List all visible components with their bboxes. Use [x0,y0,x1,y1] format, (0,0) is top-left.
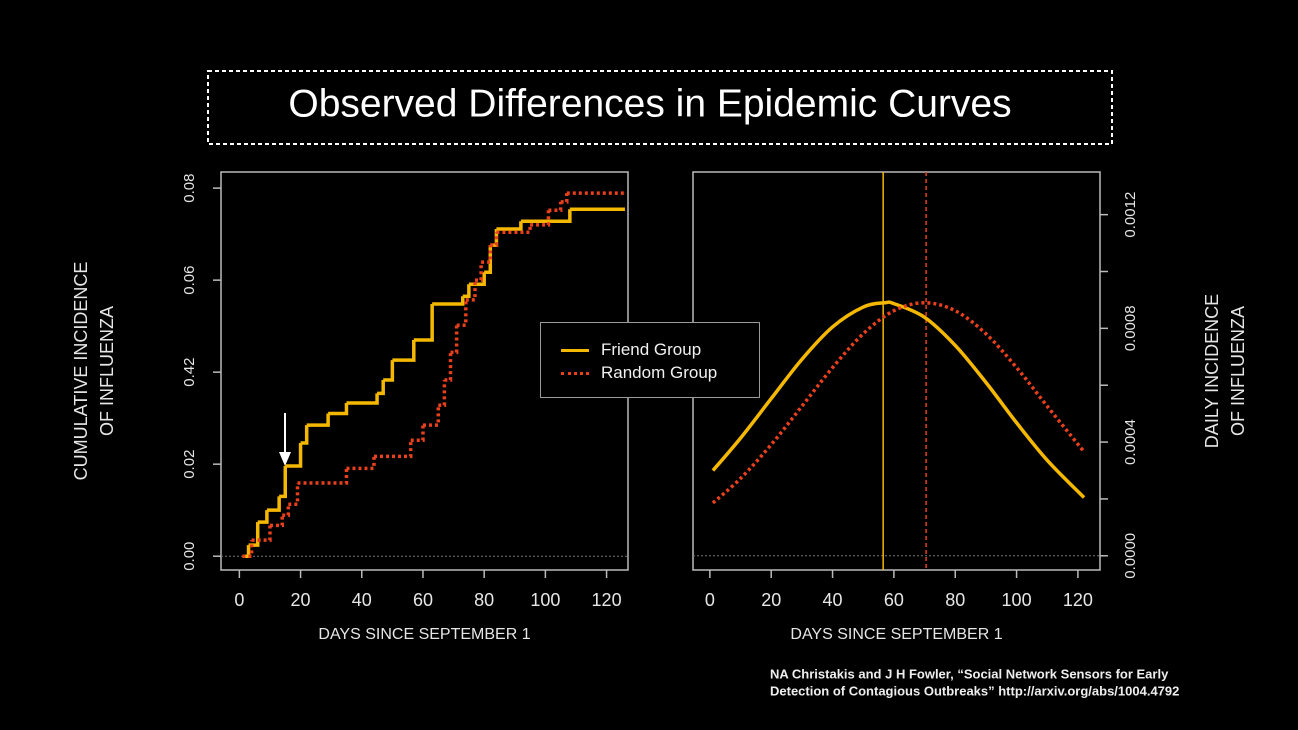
step-segment [269,515,284,528]
step-segment [279,466,288,499]
y-tick-label: 0.0012 [1122,192,1139,238]
x-tick-label: 20 [291,590,311,610]
step-segment [242,540,254,558]
y-tick-label: 0.0004 [1122,419,1139,465]
legend-item: Random Group [561,362,717,384]
curve [711,301,1086,505]
step-segment [288,483,300,506]
curve [711,300,1086,499]
step-segment [346,456,376,471]
step-segment [251,525,272,542]
step-segment [282,504,291,517]
x-tick-label: 0 [705,590,715,610]
x-tick-label: 100 [530,590,560,610]
step-segment [481,245,493,264]
x-axis-label: DAYS SINCE SEPTEMBER 1 [790,626,1002,643]
x-tick-label: 80 [945,590,965,610]
step-segment [374,440,413,459]
step-segment [297,468,349,485]
x-tick-label: 120 [592,590,622,610]
step-segment [266,496,281,512]
step-segment [306,413,330,427]
step-segment [257,510,269,524]
x-tick-label: 60 [413,590,433,610]
x-tick-label: 40 [352,590,372,610]
step-segment [496,224,532,235]
x-tick-label: 40 [823,590,843,610]
x-axis-label: DAYS SINCE SEPTEMBER 1 [318,626,530,643]
y-tick-label: 0.42 [181,358,198,387]
step-segment [444,352,453,382]
step-segment [450,325,459,355]
y-tick-label: 0.0000 [1122,533,1139,579]
step-segment [392,339,416,362]
x-tick-label: 100 [1002,590,1032,610]
step-segment [422,405,441,427]
source-line: Detection of Contagious Outbreaks” http:… [770,683,1179,698]
y-tick-label: 0.06 [181,266,198,295]
x-tick-label: 80 [474,590,494,610]
y-tick-label: 0.00 [181,542,198,571]
step-segment [520,209,572,223]
x-tick-label: 0 [234,590,244,610]
step-segment [484,245,493,275]
title-box [207,70,1113,145]
step-segment [560,193,569,204]
step-segment [530,210,551,227]
step-segment [413,304,434,342]
y-axis-label: DAILY INCIDENCE [1202,294,1222,448]
arrow-head [279,452,291,466]
legend-label: Friend Group [601,340,702,359]
legend: Friend Group Random Group [540,322,760,398]
step-segment [548,201,563,212]
y-tick-label: 0.08 [181,174,198,203]
step-segment [300,425,309,445]
x-tick-label: 20 [761,590,781,610]
legend-swatch [561,348,589,352]
step-segment [438,379,447,408]
x-tick-label: 60 [884,590,904,610]
arrow-annotation [279,413,291,466]
step-segment [410,425,425,442]
step-segment [456,299,468,327]
step-segment [462,284,471,298]
y-axis-label: CUMULATIVE INCIDENCE [71,262,91,481]
step-segment [474,262,483,282]
step-segment [377,379,385,396]
legend-label: Random Group [601,363,718,382]
y-axis-label: OF INFLUENZA [1228,306,1248,436]
step-segment [383,360,395,382]
legend-item: Friend Group [561,339,701,361]
step-segment [328,402,349,416]
step-segment [432,296,465,306]
y-tick-label: 0.02 [181,450,198,479]
x-tick-label: 120 [1063,590,1093,610]
step-segment [285,443,303,468]
y-axis-label: OF INFLUENZA [97,306,117,436]
source-line: NA Christakis and J H Fowler, “Social Ne… [770,666,1169,681]
step-segment [346,393,379,405]
step-segment [496,221,523,231]
legend-swatch [561,371,589,375]
slide-title: Observed Differences in Epidemic Curves [288,82,1011,125]
y-tick-label: 0.0008 [1122,305,1139,351]
step-segment [490,232,499,247]
